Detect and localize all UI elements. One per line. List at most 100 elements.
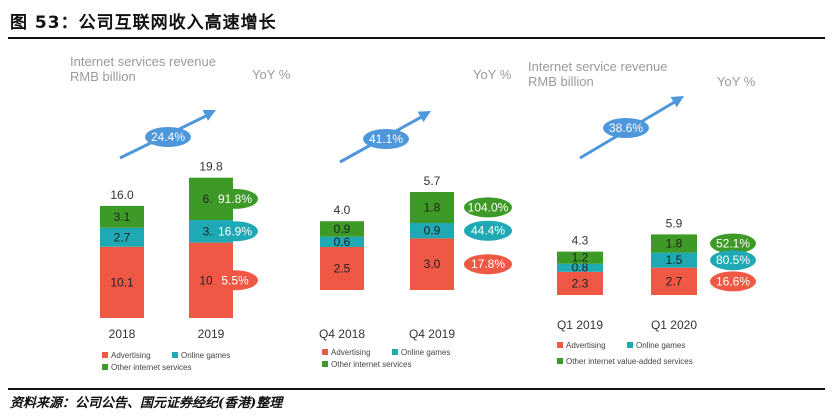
segment-value-label: 0.9 (424, 224, 441, 238)
category-label: Q1 2020 (651, 318, 697, 332)
legend-swatch-advertising (322, 349, 328, 355)
yoy-bubble-advertising (464, 254, 512, 275)
growth-arrow-head (670, 96, 684, 108)
legend-swatch-other (322, 361, 328, 367)
segment-value-label: 10.1 (110, 275, 134, 289)
bar-segment-advertising (410, 238, 454, 290)
bar-segment-other (320, 221, 364, 237)
legend-swatch-online_games (627, 342, 633, 348)
yoy-bubble-advertising (710, 271, 756, 292)
yoy-header: YoY % (717, 74, 756, 89)
total-growth-label: 41.1% (369, 132, 403, 146)
legend-swatch-other (557, 358, 563, 364)
yoy-bubble-other (464, 197, 512, 218)
total-growth-label: 38.6% (609, 121, 643, 135)
legend-label: Online games (636, 341, 685, 350)
segment-value-label: 3.0 (424, 257, 441, 271)
segment-value-label: 3.1 (114, 210, 131, 224)
bar-segment-online_games (410, 222, 454, 239)
bar-segment-advertising (557, 271, 603, 295)
source-note: 资料来源：公司公告、国元证券经纪(香港)整理 (10, 396, 283, 411)
segment-value-label: 0.6 (334, 235, 351, 249)
yoy-bubble-online_games (212, 221, 258, 242)
bar-total-label: 16.0 (110, 188, 134, 202)
segment-value-label: 1.5 (666, 253, 683, 267)
title-rule (8, 37, 825, 39)
bar-total-label: 4.0 (334, 203, 351, 217)
figure-title: 图 53：公司互联网收入高速增长 (10, 13, 277, 33)
bar-segment-online_games (651, 252, 697, 268)
legend-label: Advertising (111, 351, 151, 360)
yoy-value-label: 80.5% (716, 253, 750, 267)
bar-segment-other (100, 205, 144, 228)
segment-value-label: 1.2 (572, 251, 589, 265)
segment-value-label: 1.8 (424, 200, 441, 214)
bar-segment-other (651, 234, 697, 253)
legend-swatch-other (102, 364, 108, 370)
yoy-header: YoY % (473, 67, 512, 82)
segment-value-label: 0.8 (572, 261, 589, 275)
yoy-bubble-advertising (212, 270, 258, 291)
bar-segment-advertising (100, 246, 144, 318)
total-growth-bubble (363, 129, 409, 149)
legend-label: Other internet value-added services (566, 357, 693, 366)
total-growth-bubble (603, 118, 649, 138)
growth-arrow-head (202, 110, 216, 121)
yoy-value-label: 104.0% (468, 200, 509, 214)
bar-total-label: 5.7 (424, 174, 441, 188)
segment-value-label: 0.9 (334, 222, 351, 236)
bar-total-label: 19.8 (199, 160, 223, 174)
category-label: Q1 2019 (557, 318, 603, 332)
growth-arrow-head (417, 111, 431, 123)
category-label: Q4 2018 (319, 327, 365, 341)
yoy-bubble-online_games (464, 220, 512, 241)
total-growth-bubble (145, 127, 191, 147)
yoy-bubble-other (212, 188, 258, 209)
total-growth-label: 24.4% (151, 130, 185, 144)
bar-total-label: 4.3 (572, 234, 589, 248)
source-rule (8, 388, 825, 390)
legend-swatch-online_games (172, 352, 178, 358)
bar-segment-online_games (320, 236, 364, 247)
category-label: 2018 (109, 327, 136, 341)
bar-segment-advertising (320, 247, 364, 290)
chart-title: Internet services revenue (70, 54, 216, 69)
legend-swatch-online_games (392, 349, 398, 355)
yoy-value-label: 44.4% (471, 224, 505, 238)
yoy-value-label: 16.9% (218, 224, 252, 238)
chart-subtitle: RMB billion (528, 74, 594, 89)
legend-label: Other internet services (331, 360, 411, 369)
bar-segment-advertising (651, 267, 697, 295)
segment-value-label: 2.7 (666, 274, 683, 288)
segment-value-label: 1.8 (666, 237, 683, 251)
yoy-value-label: 91.8% (218, 192, 252, 206)
yoy-value-label: 16.6% (716, 274, 750, 288)
chart-title: Internet service revenue (528, 59, 667, 74)
chart-subtitle: RMB billion (70, 69, 136, 84)
legend-swatch-advertising (102, 352, 108, 358)
bar-total-label: 5.9 (666, 216, 683, 230)
bar-segment-other (410, 192, 454, 223)
yoy-bubble-online_games (710, 250, 756, 271)
yoy-value-label: 5.5% (221, 273, 249, 287)
legend-label: Other internet services (111, 363, 191, 372)
segment-value-label: 2.5 (334, 262, 351, 276)
legend-label: Advertising (331, 348, 371, 357)
category-label: Q4 2019 (409, 327, 455, 341)
legend-label: Advertising (566, 341, 606, 350)
yoy-value-label: 17.8% (471, 257, 505, 271)
segment-value-label: 2.7 (114, 230, 131, 244)
legend-label: Online games (181, 351, 230, 360)
legend-swatch-advertising (557, 342, 563, 348)
bar-segment-other (557, 251, 603, 264)
category-label: 2019 (198, 327, 225, 341)
yoy-header: YoY % (252, 67, 291, 82)
bar-segment-online_games (557, 263, 603, 272)
legend-label: Online games (401, 348, 450, 357)
segment-value-label: 2.3 (572, 276, 589, 290)
yoy-value-label: 52.1% (716, 237, 750, 251)
